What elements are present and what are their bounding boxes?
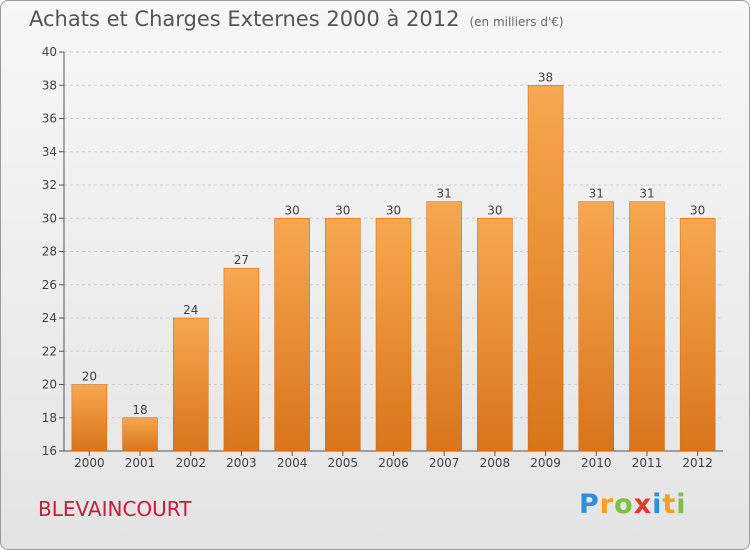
value-label: 31 — [639, 187, 654, 201]
y-tick-label: 18 — [42, 411, 57, 425]
x-tick-label: 2005 — [328, 456, 359, 470]
x-tick-label: 2001 — [125, 456, 156, 470]
proxiti-logo: Proxiti — [579, 489, 687, 520]
logo-letter: P — [579, 489, 600, 520]
logo-letter: i — [676, 489, 687, 520]
value-label: 31 — [437, 187, 452, 201]
y-tick-label: 34 — [42, 145, 57, 159]
x-tick-label: 2012 — [682, 456, 713, 470]
value-label: 30 — [386, 203, 401, 217]
value-label: 30 — [690, 203, 705, 217]
y-tick-label: 22 — [42, 344, 57, 358]
x-tick-label: 2002 — [175, 456, 206, 470]
bar — [629, 201, 665, 452]
x-tick-label: 2008 — [480, 456, 511, 470]
value-label: 24 — [183, 303, 198, 317]
bar — [527, 85, 564, 452]
x-tick-label: 2009 — [530, 456, 561, 470]
bars — [71, 85, 716, 452]
bar — [477, 218, 513, 452]
bar — [71, 384, 108, 452]
y-tick-label: 36 — [42, 112, 57, 126]
value-label: 27 — [234, 253, 249, 267]
logo-letter: o — [614, 489, 634, 520]
chart-title-text: Achats et Charges Externes 2000 à 2012 — [29, 7, 460, 31]
bar — [325, 218, 361, 452]
bar — [274, 218, 310, 452]
bar — [172, 317, 209, 452]
bar — [223, 267, 260, 452]
y-tick-label: 26 — [42, 278, 57, 292]
bar — [426, 201, 462, 452]
y-tick-label: 16 — [42, 444, 57, 458]
x-tick-label: 2010 — [581, 456, 612, 470]
bar — [375, 218, 412, 452]
value-label: 18 — [132, 403, 147, 417]
bar — [578, 201, 615, 452]
logo-letter: t — [662, 489, 677, 520]
value-label: 20 — [82, 370, 97, 384]
bar — [122, 417, 158, 452]
logo-letter: r — [599, 489, 615, 520]
chart-title: Achats et Charges Externes 2000 à 2012 (e… — [29, 7, 564, 31]
y-tick-label: 40 — [42, 45, 57, 59]
labels: 16 18 20 22 24 26 28 30 32 34 36 38 40 20 2000 18 2001 24… — [42, 45, 713, 470]
y-tick-label: 20 — [42, 378, 57, 392]
value-label: 31 — [589, 187, 604, 201]
value-label: 30 — [284, 203, 299, 217]
x-tick-label: 2004 — [277, 456, 308, 470]
value-label: 38 — [538, 70, 553, 84]
value-label: 30 — [335, 203, 350, 217]
x-tick-label: 2003 — [226, 456, 257, 470]
bar — [679, 218, 716, 452]
y-tick-label: 32 — [42, 178, 57, 192]
value-label: 30 — [487, 203, 502, 217]
x-tick-label: 2000 — [74, 456, 105, 470]
commune-name: BLEVAINCOURT — [38, 497, 192, 521]
y-tick-label: 30 — [42, 211, 57, 225]
unit-note: (en milliers d'€) — [469, 15, 564, 29]
y-tick-label: 24 — [42, 311, 57, 325]
logo-letter: x — [633, 489, 653, 520]
y-tick-label: 28 — [42, 245, 57, 259]
y-tick-label: 38 — [42, 78, 57, 92]
x-tick-label: 2006 — [378, 456, 409, 470]
x-tick-label: 2007 — [429, 456, 460, 470]
x-tick-label: 2011 — [632, 456, 663, 470]
logo-letter: i — [652, 489, 663, 520]
